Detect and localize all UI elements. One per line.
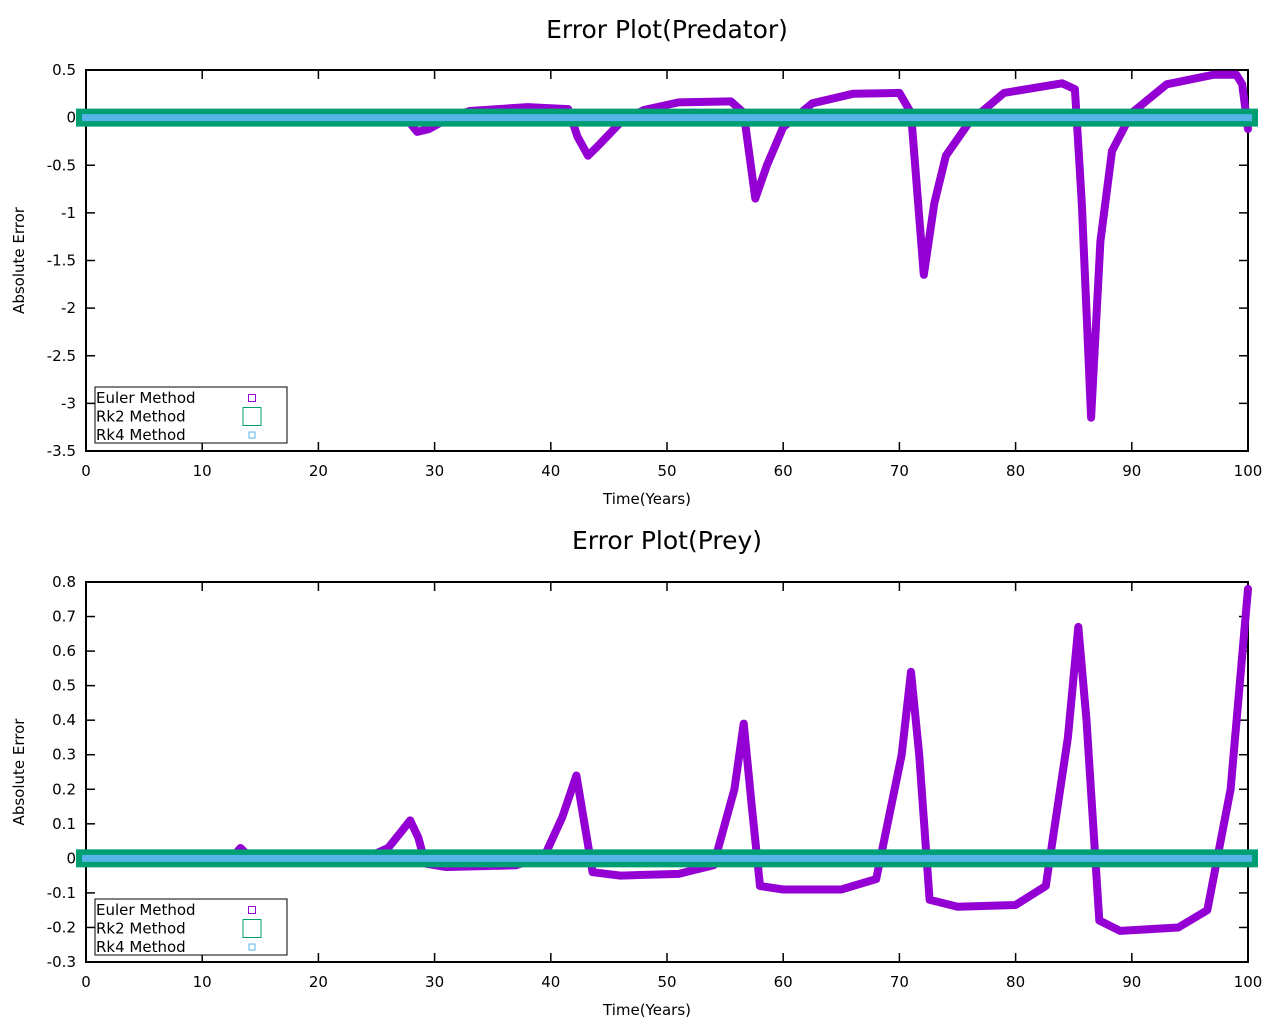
y-tick-label: 0.3 xyxy=(52,746,76,764)
y-tick-label: 0.5 xyxy=(52,61,76,79)
x-tick-label: 0 xyxy=(81,973,91,991)
x-tick-label: 40 xyxy=(541,462,560,480)
chart-title: Error Plot(Predator) xyxy=(546,15,788,44)
y-tick-label: -0.3 xyxy=(47,953,76,971)
y-tick-label: -2.5 xyxy=(47,347,76,365)
y-tick-label: -1 xyxy=(61,204,76,222)
x-tick-label: 80 xyxy=(1006,462,1025,480)
x-tick-label: 100 xyxy=(1234,973,1263,991)
x-axis-label: Time(Years) xyxy=(602,1001,691,1019)
y-tick-label: 0.1 xyxy=(52,815,76,833)
x-tick-label: 60 xyxy=(774,973,793,991)
y-axis-label: Absolute Error xyxy=(10,206,28,314)
y-tick-label: 0.2 xyxy=(52,780,76,798)
x-tick-label: 100 xyxy=(1234,462,1263,480)
y-tick-label: -2 xyxy=(61,299,76,317)
y-tick-label: 0.5 xyxy=(52,677,76,695)
prey-error-chart: Error Plot(Prey) 0.8 0.7 0.6 0.5 0.4 0.3 0.2 0.1… xyxy=(10,526,1262,1019)
y-tick-label: -3 xyxy=(61,394,76,412)
x-tick-label: 40 xyxy=(541,973,560,991)
x-tick-label: 90 xyxy=(1122,462,1141,480)
legend-marker xyxy=(248,943,256,951)
y-tick-label: 0.7 xyxy=(52,608,76,626)
legend-label: Rk2 Method xyxy=(96,920,186,938)
legend-marker xyxy=(242,407,262,426)
x-tick-label: 50 xyxy=(657,462,676,480)
y-axis-label: Absolute Error xyxy=(10,718,28,826)
legend-marker xyxy=(242,919,262,938)
y-tick-label: -0.5 xyxy=(47,156,76,174)
x-tick-label: 30 xyxy=(425,462,444,480)
legend-marker xyxy=(248,394,256,402)
x-tick-label: 30 xyxy=(425,973,444,991)
x-tick-label: 70 xyxy=(890,462,909,480)
x-tick-label: 50 xyxy=(657,973,676,991)
x-tick-label: 20 xyxy=(309,462,328,480)
x-tick-label: 0 xyxy=(81,462,91,480)
predator-error-chart: Error Plot(Predator) 0.5 0 -0.5 -1 -1.5 -2 -2.5… xyxy=(10,15,1262,508)
chart-title: Error Plot(Prey) xyxy=(572,526,762,555)
legend-label: Rk2 Method xyxy=(96,408,186,426)
x-tick-label: 90 xyxy=(1122,973,1141,991)
euler-series-line xyxy=(82,584,1252,935)
legend-marker xyxy=(248,431,256,439)
y-tick-label: 0.8 xyxy=(52,573,76,591)
x-tick-label: 70 xyxy=(890,973,909,991)
y-tick-label: 0.4 xyxy=(52,711,76,729)
legend-label: Euler Method xyxy=(96,389,196,407)
y-tick-label: 0.6 xyxy=(52,642,76,660)
x-axis-label: Time(Years) xyxy=(602,490,691,508)
y-tick-label: -3.5 xyxy=(47,442,76,460)
legend-marker xyxy=(248,906,256,914)
y-tick-label: 0 xyxy=(66,109,76,127)
euler-series-line xyxy=(82,70,1252,422)
x-tick-label: 10 xyxy=(193,973,212,991)
rk4-series-line xyxy=(82,854,1252,862)
rk4-series-line xyxy=(82,114,1252,122)
x-tick-label: 10 xyxy=(193,462,212,480)
y-tick-label: -0.1 xyxy=(47,884,76,902)
legend-label: Euler Method xyxy=(96,901,196,919)
y-tick-label: -1.5 xyxy=(47,252,76,270)
x-tick-label: 60 xyxy=(774,462,793,480)
legend-label: Rk4 Method xyxy=(96,426,186,444)
x-tick-label: 80 xyxy=(1006,973,1025,991)
legend-label: Rk4 Method xyxy=(96,938,186,956)
y-tick-label: -0.2 xyxy=(47,918,76,936)
y-tick-label: 0 xyxy=(66,849,76,867)
x-tick-label: 20 xyxy=(309,973,328,991)
